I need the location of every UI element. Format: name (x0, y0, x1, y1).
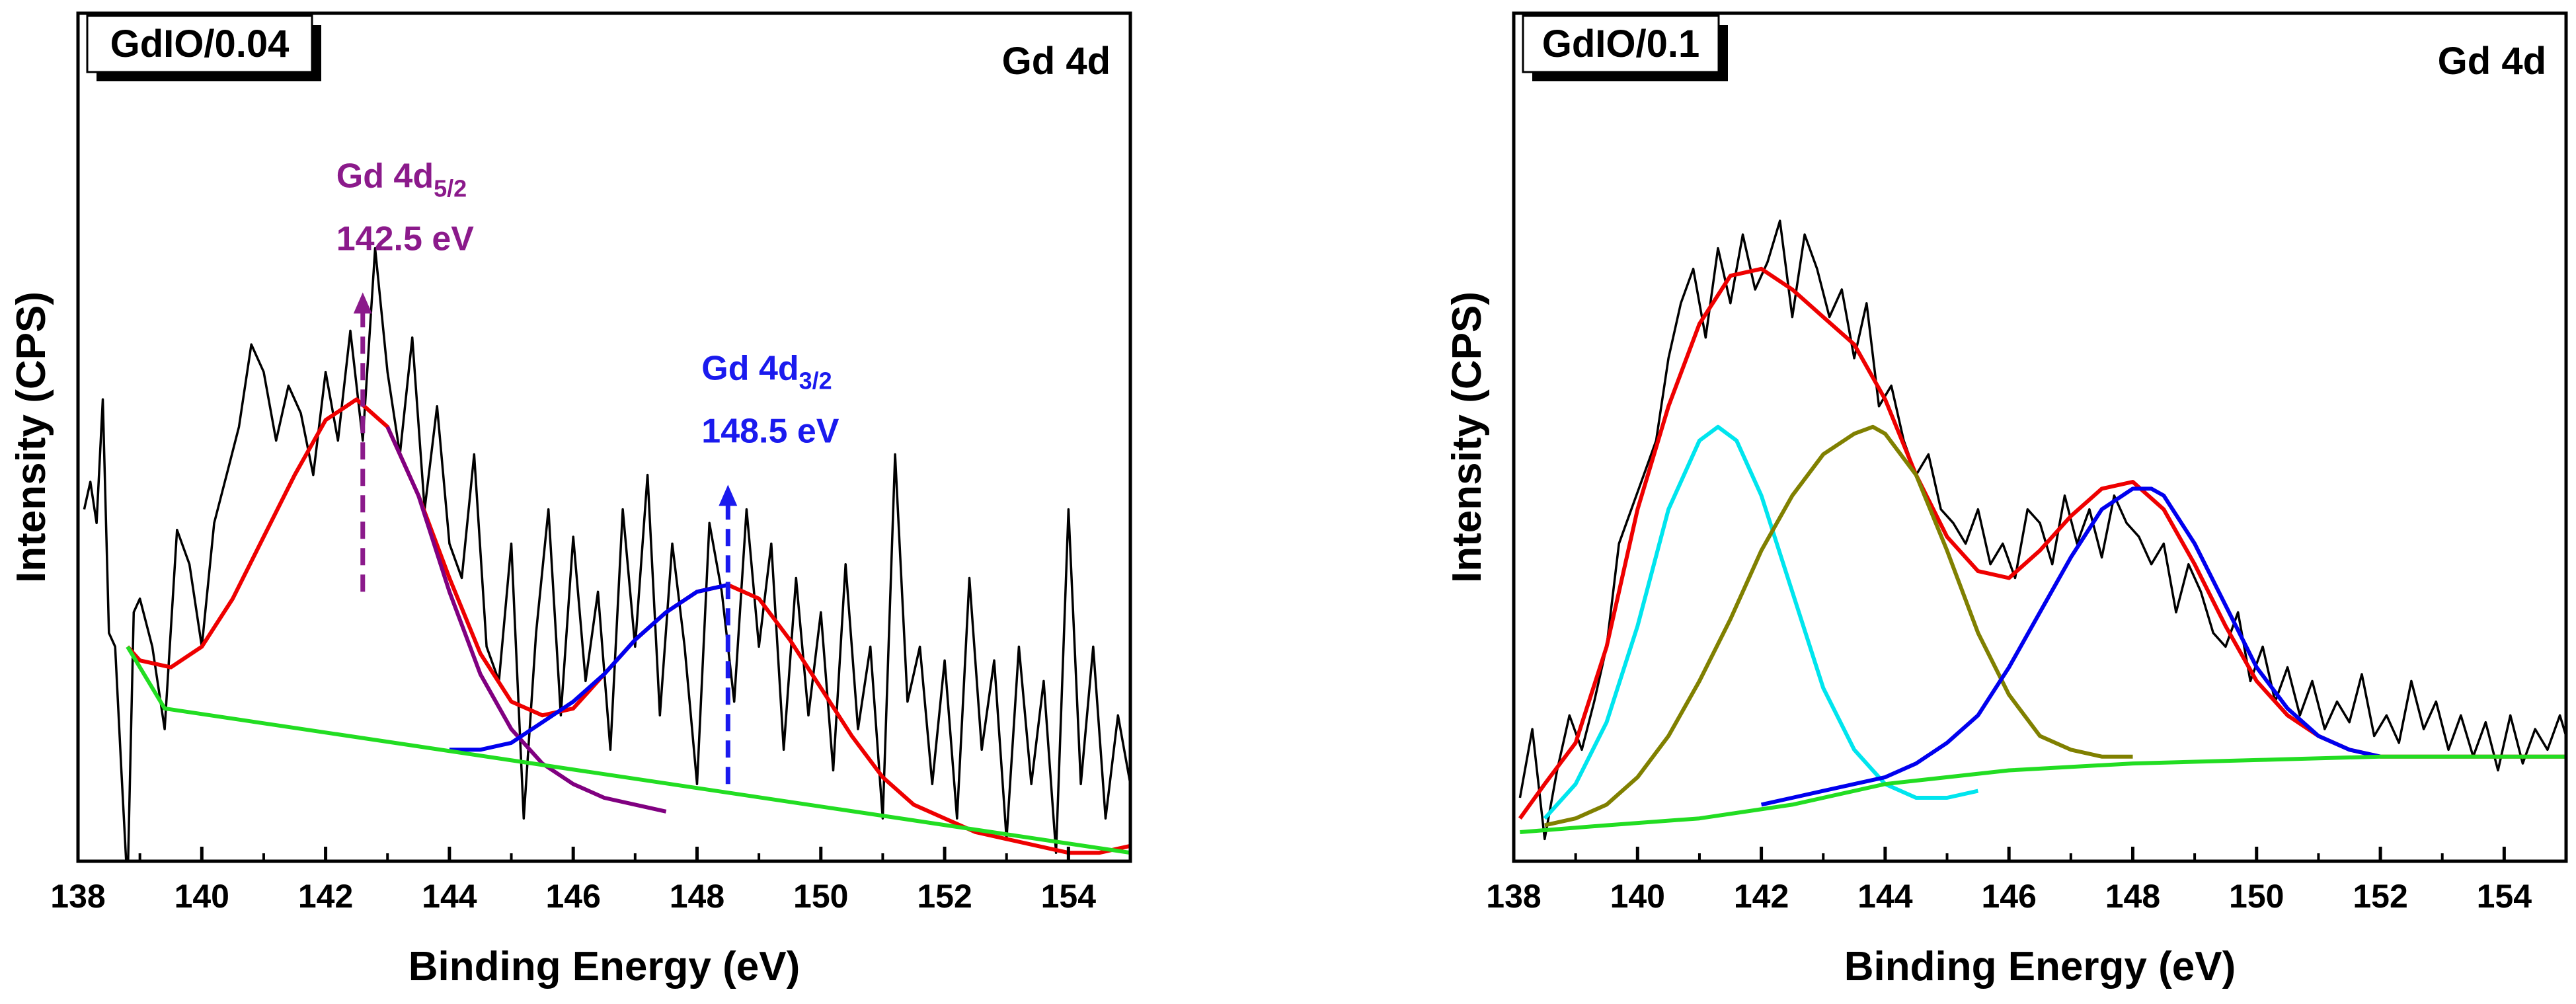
peak-annotation: Gd 4d5/2 142.5 eV (336, 157, 474, 592)
gd-4d5-2-component-line (385, 426, 667, 814)
x-tick-label: 144 (422, 878, 477, 915)
annotation-arrow-head (719, 484, 738, 506)
chart-panel-2: 138 140 142 144 146 148 150 152 154 Binding Energ… (1444, 11, 2568, 989)
x-tick-label: 146 (545, 878, 600, 915)
component-2-line (1544, 424, 2133, 828)
annotation-energy: 148.5 eV (701, 412, 839, 450)
annotation-energy: 142.5 eV (336, 219, 474, 258)
annotation-label-subscript: 3/2 (799, 367, 832, 394)
annotation-label-main: Gd 4d (701, 349, 799, 387)
series-group (83, 247, 1130, 861)
y-axis-title: Intensity (CPS) (9, 291, 54, 583)
x-tick-label: 150 (793, 878, 848, 915)
component-3-line (1760, 486, 2381, 807)
annotation-label-subscript: 5/2 (434, 174, 467, 202)
x-tick-label: 148 (670, 878, 724, 915)
component-1-line (1543, 424, 1979, 820)
plot-frame (1512, 11, 2568, 863)
chart-panel-1: 138 140 142 144 146 148 150 152 154 Binding Energ… (9, 11, 1132, 989)
x-tick-label: 142 (1734, 878, 1789, 915)
x-tick-label: 150 (2229, 878, 2284, 915)
raw-line (1518, 219, 2566, 841)
background-line (1520, 754, 2566, 834)
background-line (126, 645, 1130, 855)
x-tick-label: 154 (1041, 878, 1097, 915)
x-tick-label: 148 (2105, 878, 2160, 915)
annotation-label-main: Gd 4d (336, 157, 434, 195)
panel-label: GdIO/0.04 (110, 22, 290, 65)
series-group (1518, 219, 2566, 841)
region-label: Gd 4d (2438, 40, 2546, 83)
peak-annotation: Gd 4d3/2 148.5 eV (701, 349, 839, 785)
x-tick-label: 138 (1486, 878, 1541, 915)
x-tick-label: 152 (2353, 878, 2407, 915)
x-tick-label: 138 (50, 878, 105, 915)
panel-label: GdIO/0.1 (1542, 22, 1700, 65)
panel-label-box (86, 15, 313, 73)
annotation-label: Gd 4d5/2 (336, 157, 467, 202)
x-tick-label: 140 (1610, 878, 1665, 915)
plot-frame (76, 11, 1132, 863)
region-label: Gd 4d (1002, 40, 1111, 83)
x-axis-title: Binding Energy (eV) (409, 944, 800, 989)
x-tick-label: 142 (298, 878, 353, 915)
x-tick-label: 144 (1857, 878, 1913, 915)
x-axis-title: Binding Energy (eV) (1844, 944, 2236, 989)
envelope-line (126, 397, 1130, 855)
x-tick-label: 140 (175, 878, 229, 915)
y-axis-title: Intensity (CPS) (1444, 291, 1490, 583)
panel-label-box (1522, 15, 1720, 73)
raw-line (83, 247, 1130, 861)
annotation-label: Gd 4d3/2 (701, 349, 832, 394)
x-tick-label: 154 (2477, 878, 2532, 915)
x-tick-label: 152 (917, 878, 972, 915)
x-tick-label: 146 (1981, 878, 2036, 915)
annotation-arrow-head (353, 292, 372, 314)
gd-4d3-2-component-line (449, 582, 728, 752)
